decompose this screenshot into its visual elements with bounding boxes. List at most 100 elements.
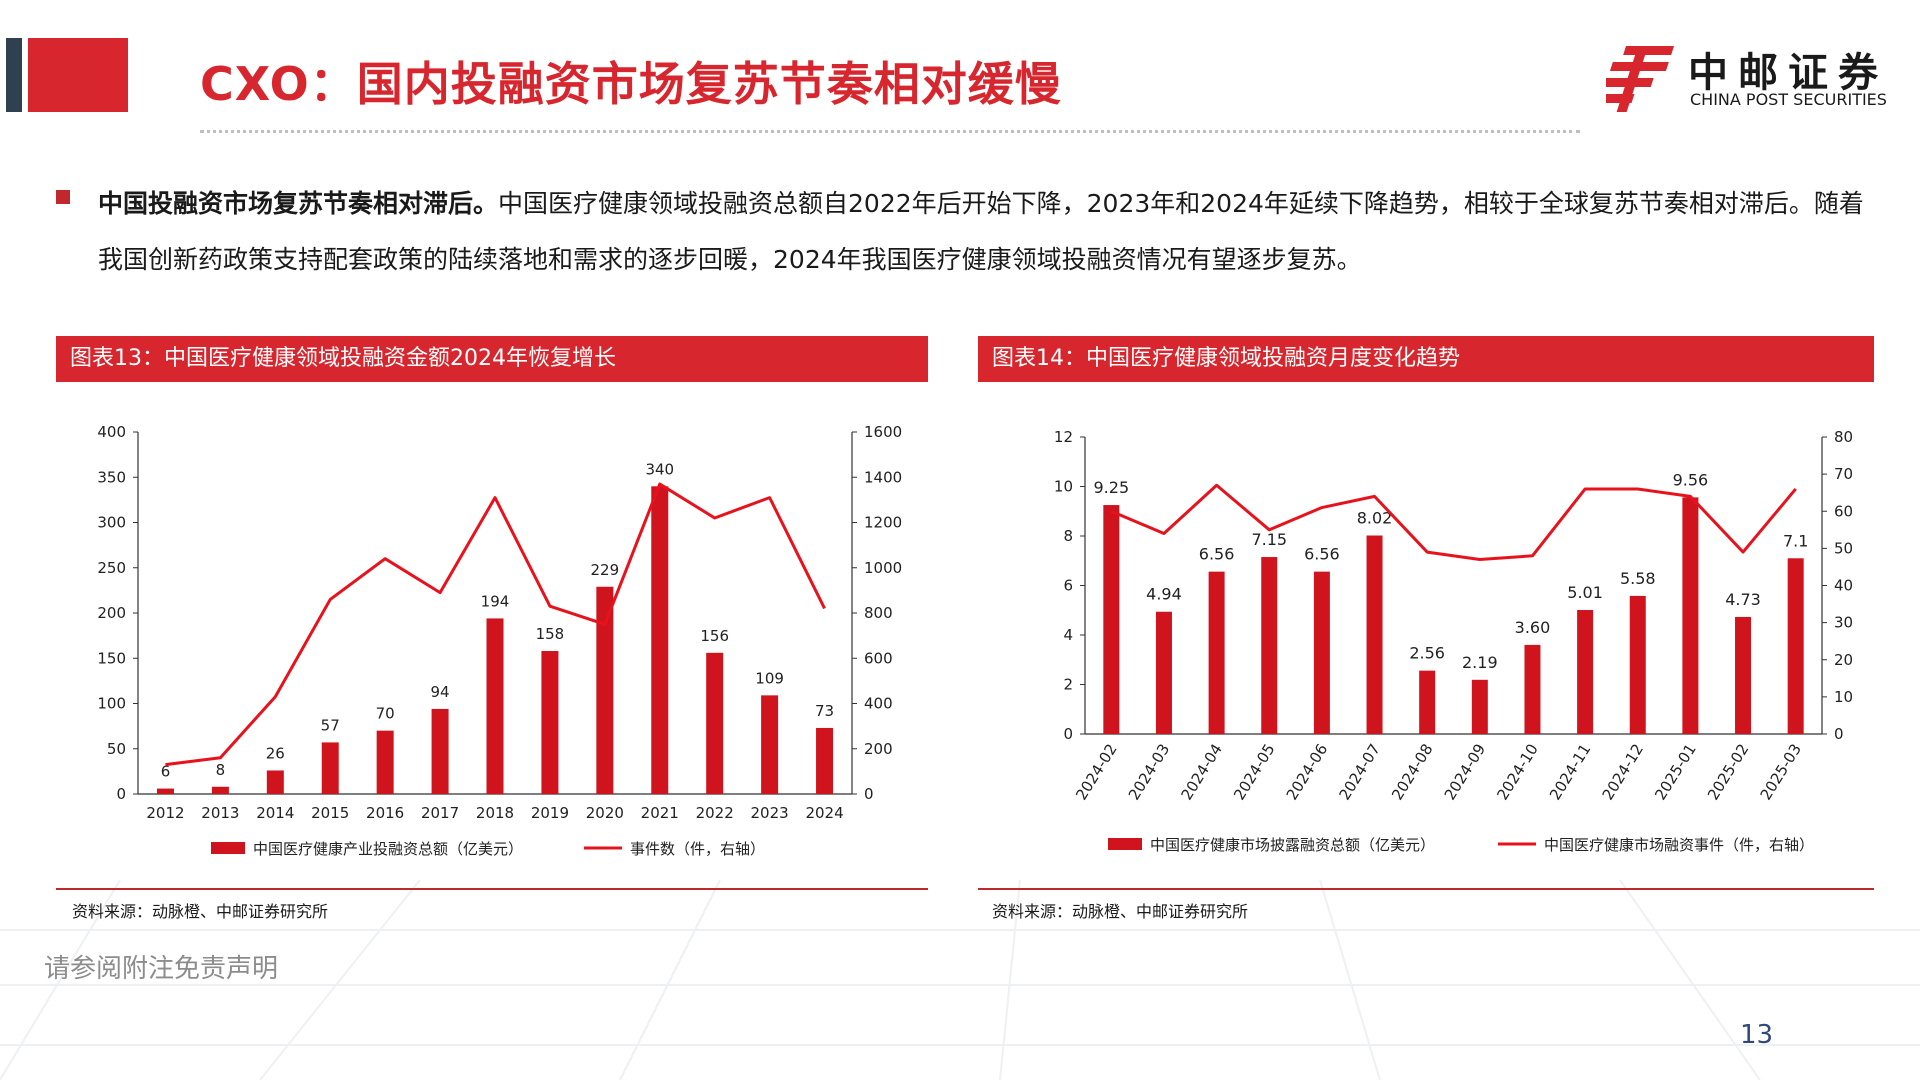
x-tick-label: 2025-02 [1704,741,1752,804]
y-tick-label: 2 [1063,676,1073,694]
bar-data-label: 9.25 [1094,478,1130,497]
y-tick-label: 8 [1063,527,1073,545]
x-tick-label: 2020 [586,804,624,822]
header-accent-block [28,38,128,112]
bar [266,770,284,794]
legend-bar-label: 中国医疗健康市场披露融资总额（亿美元） [1150,836,1435,854]
x-tick-label: 2025-01 [1651,741,1699,804]
bar [1735,616,1752,734]
bar-data-label: 5.58 [1620,569,1656,588]
bar-data-label: 57 [321,716,340,734]
y-tick-label: 4 [1063,626,1073,644]
chart1-bottom-rule [56,888,928,890]
bar-data-label: 3.60 [1515,618,1551,637]
page-title: CXO：国内投融资市场复苏节奏相对缓慢 [200,57,1062,111]
bar [1208,571,1225,734]
x-tick-label: 2022 [696,804,734,822]
chart1-title-bar: 图表13：中国医疗健康领域投融资金额2024年恢复增长 [56,336,928,382]
x-tick-label: 2024-12 [1599,741,1647,804]
y2-tick-label: 60 [1834,502,1853,520]
bar [376,730,394,794]
bar [1471,679,1488,734]
y-tick-label: 100 [97,695,126,713]
y2-tick-label: 30 [1834,614,1853,632]
x-tick-label: 2024-05 [1230,741,1278,804]
bar [706,652,724,794]
x-tick-label: 2018 [476,804,514,822]
x-tick-label: 2015 [311,804,349,822]
y2-tick-label: 1400 [864,468,902,486]
bar [1524,644,1541,734]
summary-text: 中国医疗健康领域投融资总额自2022年后开始下降，2023年和2024年延续下降… [98,189,1864,274]
x-tick-label: 2019 [531,804,569,822]
bar-data-label: 6.56 [1199,545,1235,564]
y2-tick-label: 0 [1834,725,1844,743]
bar-data-label: 4.73 [1725,590,1761,609]
legend-bar-swatch [211,842,245,854]
bar-data-label: 156 [700,627,729,645]
bar [211,786,229,794]
y-tick-label: 400 [97,423,126,441]
x-tick-label: 2024-08 [1388,741,1436,804]
y2-tick-label: 200 [864,740,893,758]
y2-tick-label: 400 [864,695,893,713]
bar [431,708,449,794]
bar-data-label: 8 [216,761,226,779]
bar [1366,535,1383,734]
summary-lead: 中国投融资市场复苏节奏相对滞后。 [98,189,499,218]
summary-paragraph: 中国投融资市场复苏节奏相对滞后。中国医疗健康领域投融资总额自2022年后开始下降… [98,176,1868,288]
bar-data-label: 6 [161,763,171,781]
y2-tick-label: 50 [1834,539,1853,557]
logo-mark-icon [1606,46,1675,112]
y2-tick-label: 70 [1834,465,1853,483]
bar [596,586,614,794]
legend-line-label: 中国医疗健康市场融资事件（件，右轴） [1544,836,1814,854]
bar-data-label: 340 [645,460,674,478]
chart2-bottom-rule [978,888,1874,890]
bar [816,727,834,794]
bullet-square-icon [56,190,70,204]
chart2-monthly-financing: 0 2 4 6 8 10 12 0 10 20 30 40 50 60 70 80 9.25 4.94 6.56 7.… [1054,428,1853,854]
page-number: 13 [1740,1020,1774,1050]
bar-data-label: 7.1 [1783,531,1808,550]
legend-bar-swatch [1108,838,1142,850]
header-accent-bar [6,38,22,112]
bar-data-label: 194 [481,592,510,610]
y2-tick-label: 0 [864,785,874,803]
x-tick-label: 2024-03 [1125,741,1173,804]
y2-tick-label: 80 [1834,428,1853,446]
x-tick-label: 2017 [421,804,459,822]
bar-data-label: 4.94 [1146,585,1182,604]
bar [1577,610,1594,734]
legend-bar-label: 中国医疗健康产业投融资总额（亿美元） [253,840,523,858]
x-tick-label: 2023 [751,804,789,822]
legend-line-label: 事件数（件，右轴） [630,840,765,858]
bar-data-label: 158 [536,625,565,643]
disclaimer-note: 请参阅附注免责声明 [44,954,279,984]
y-tick-label: 350 [97,468,126,486]
x-tick-label: 2024-09 [1441,741,1489,804]
chart1-source: 资料来源：动脉橙、中邮证券研究所 [72,902,329,921]
bar-data-label: 7.15 [1251,530,1287,549]
bar [651,486,669,794]
y-tick-label: 250 [97,559,126,577]
series-line [165,482,826,767]
y2-tick-label: 1000 [864,559,902,577]
y2-tick-label: 800 [864,604,893,622]
y2-tick-label: 600 [864,649,893,667]
bar-data-label: 9.56 [1673,470,1709,489]
y-tick-label: 0 [116,785,126,803]
x-tick-label: 2024-10 [1493,741,1541,804]
bar-data-label: 26 [266,744,285,762]
x-tick-label: 2012 [146,804,184,822]
x-tick-label: 2024-02 [1072,741,1120,804]
bar-data-label: 2.56 [1409,644,1445,663]
x-tick-label: 2025-03 [1757,741,1805,804]
y2-tick-label: 40 [1834,577,1853,595]
y-tick-label: 12 [1054,428,1073,446]
x-tick-label: 2014 [256,804,294,822]
series-line [1110,483,1797,562]
bar [1313,571,1330,734]
y-tick-label: 6 [1063,577,1073,595]
